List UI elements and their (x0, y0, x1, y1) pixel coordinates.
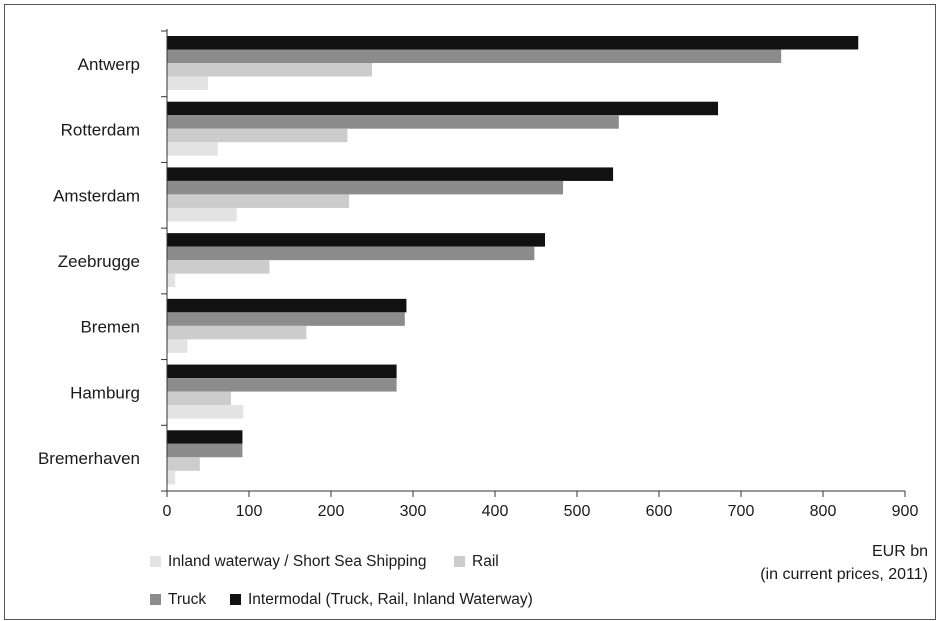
legend-label: Inland waterway / Short Sea Shipping (168, 553, 427, 570)
legend-swatch (150, 556, 161, 567)
x-tick-label: 600 (646, 503, 673, 520)
bar-bremen-inland (167, 339, 188, 353)
x-tick-label: 900 (892, 503, 919, 520)
bar-rotterdam-truck (167, 115, 619, 129)
x-tick-label: 200 (318, 503, 345, 520)
bar-rotterdam-rail (167, 128, 348, 143)
x-tick-label: 300 (400, 503, 427, 520)
bar-amsterdam-rail (167, 194, 350, 208)
bar-hamburg-truck (167, 378, 397, 392)
x-tick-label: 0 (163, 503, 172, 520)
bar-rotterdam-intermodal (167, 101, 719, 116)
category-label: Bremen (80, 318, 140, 337)
x-tick-label: 500 (564, 503, 591, 520)
bar-antwerp-intermodal (167, 36, 859, 50)
plot-area (167, 31, 905, 491)
category-label: Antwerp (78, 55, 140, 74)
bar-amsterdam-truck (167, 180, 564, 195)
x-tick-label: 400 (482, 503, 509, 520)
category-label: Hamburg (70, 383, 140, 402)
bar-amsterdam-inland (167, 207, 237, 222)
legend-swatch (150, 594, 161, 605)
legend: Inland waterway / Short Sea Shipping Rail… (150, 553, 533, 608)
x-tick-label: 700 (728, 503, 755, 520)
category-label: Zeebrugge (58, 252, 140, 271)
bar-rotterdam-inland (167, 142, 218, 156)
bar-zeebrugge-inland (167, 273, 176, 288)
legend-swatch (230, 594, 241, 605)
x-tick-label: 800 (810, 503, 837, 520)
bar-bremerhaven-intermodal (167, 430, 243, 444)
legend-swatch (454, 556, 465, 567)
bar-hamburg-inland (167, 405, 244, 419)
legend-label: Intermodal (Truck, Rail, Inland Waterway… (248, 591, 533, 608)
legend-label: Truck (168, 591, 206, 608)
x-axis-label-note: (in current prices, 2011) (760, 566, 928, 583)
bars-group (167, 36, 859, 485)
bar-bremerhaven-truck (167, 443, 243, 458)
axes-group: Antwerp Rotterdam Amsterdam Zeebrugge Bremen… (38, 29, 919, 520)
x-axis-label: EUR bn (872, 543, 928, 560)
category-label: Rotterdam (61, 121, 140, 140)
bar-bremerhaven-rail (167, 457, 200, 471)
bar-zeebrugge-intermodal (167, 233, 546, 247)
bar-bremen-intermodal (167, 298, 407, 313)
bar-bremen-rail (167, 325, 307, 340)
bar-antwerp-inland (167, 76, 208, 90)
bar-antwerp-truck (167, 49, 782, 63)
bar-antwerp-rail (167, 63, 372, 77)
bar-hamburg-rail (167, 391, 231, 406)
x-tick-label: 100 (236, 503, 263, 520)
bar-amsterdam-intermodal (167, 167, 614, 181)
bar-zeebrugge-rail (167, 260, 270, 274)
category-label: Amsterdam (53, 186, 140, 205)
bar-bremerhaven-inland (167, 470, 176, 485)
bar-bremen-truck (167, 312, 405, 326)
legend-label: Rail (472, 553, 499, 570)
bar-zeebrugge-truck (167, 246, 535, 261)
category-label: Bremerhaven (38, 449, 140, 468)
bar-hamburg-intermodal (167, 364, 397, 379)
